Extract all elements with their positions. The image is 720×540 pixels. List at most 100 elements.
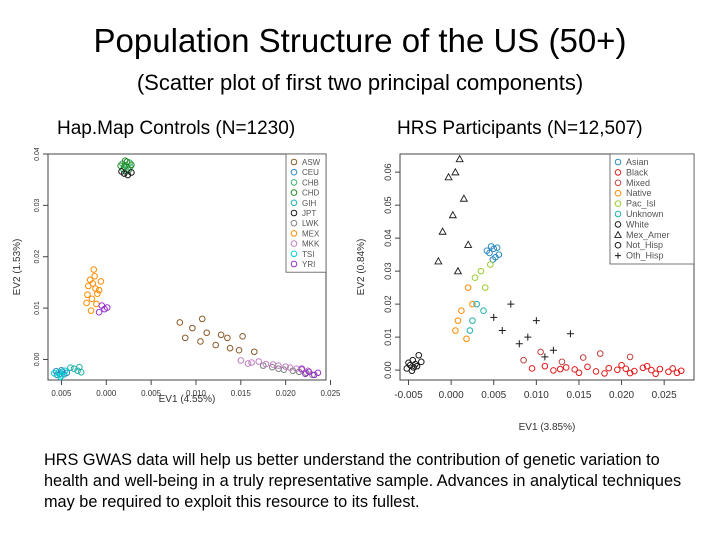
data-point-black [541,362,549,370]
data-point-ceu [63,369,71,377]
data-point-jpt [118,168,125,175]
legend-marker [614,200,622,207]
data-point-pac-isl [471,274,479,282]
legend-marker [290,240,298,247]
legend-box [609,153,695,265]
y-tick-label: 0.06 [383,163,393,181]
data-point-asw [250,348,258,356]
data-point-mex-amer [464,240,473,248]
data-point-oth-hisp [549,346,557,354]
data-point-mex-amer [455,154,464,163]
y-axis-label: EV2 (1.53%) [12,239,23,296]
data-point-mkk [255,358,263,365]
x-tick-label: 0.005 [51,389,72,398]
x-tick-label: 0.020 [276,389,297,398]
data-point-yri [103,304,111,311]
data-point-unknown [473,300,480,308]
legend-label: Not_Hisp [626,240,663,250]
data-point-mkk [248,359,255,366]
data-point-not-hisp [409,356,417,364]
legend-label: MKK [302,240,320,249]
y-tick-label: 0.01 [34,301,41,315]
left-chart-title: Hap.Map Controls (N=1230) [57,118,296,139]
x-tick-label: 0.025 [652,390,677,401]
data-point-mixed [537,348,544,356]
data-point-chd [128,161,135,169]
data-point-yri [311,371,318,379]
x-tick-label: 0.025 [320,389,340,398]
legend-label: White [626,219,649,229]
data-point-mex [85,282,92,290]
legend-marker [614,158,622,166]
legend-marker [614,189,622,197]
legend-label: JPT [302,209,316,218]
legend-label: Native [626,188,652,198]
legend-label: GIH [302,199,316,208]
data-point-asw [176,319,184,326]
data-point-black [669,365,676,372]
data-point-mixed [520,356,527,364]
legend-label: CHB [302,178,319,187]
data-point-gih [74,367,81,375]
data-point-mex-amer [434,256,443,265]
data-point-yri [95,308,103,316]
legend-marker [614,210,622,218]
x-tick-label: -0.005 [394,390,423,401]
data-point-mkk [282,363,289,370]
x-tick-label: 0.005 [481,390,506,401]
legend-label: TSI [302,250,314,259]
data-point-mex-amer [451,167,460,176]
data-point-black [626,369,634,377]
data-point-asw [224,334,231,342]
data-point-white [410,364,417,371]
data-point-mex [86,276,94,284]
legend-marker [614,230,622,238]
data-point-black [605,364,613,372]
data-point-mex [84,291,91,299]
x-axis-label: EV1 (4.55%) [159,394,216,405]
data-point-mex-amer [444,172,453,181]
x-tick-label: 0.015 [566,390,591,401]
data-point-native [469,300,476,308]
data-point-tsi [50,370,58,377]
data-point-asw [226,344,234,352]
data-point-asian [495,251,503,258]
data-point-oth-hisp [532,317,540,325]
x-tick-label: 0.000 [439,390,464,401]
data-point-tsi [61,367,69,375]
data-point-mixed [558,358,566,366]
data-point-mex [83,299,90,307]
y-tick-label: 0.04 [34,148,41,161]
data-point-native [464,284,472,291]
y-tick-label: 0.05 [383,196,393,214]
y-tick-label: 0.03 [383,262,393,280]
legend-marker [290,219,298,227]
hrs-scatter-chart: -0.005 0.000 0.005 0.010 0.015 0.020 0.025 0.00… [356,153,695,433]
data-point-yri [314,369,322,377]
right-chart-title: HRS Participants (N=12,507) [397,118,643,139]
y-tick-label: 0.02 [34,250,41,264]
data-point-not-hisp [418,358,425,366]
data-point-black [601,370,608,377]
data-point-asian [489,256,497,263]
legend-marker [290,250,298,258]
data-point-pac-isl [481,284,489,291]
data-point-mex [95,286,103,294]
data-point-mixed [626,353,634,361]
data-point-asian [487,243,495,250]
x-tick-label: 0.015 [231,389,252,398]
slide-subtitle: (Scatter plot of first two principal com… [136,70,584,95]
data-point-asw [198,315,206,323]
data-point-mex [90,266,98,273]
legend-label: YRI [302,260,315,269]
data-point-oth-hisp [566,330,574,338]
data-point-oth-hisp [515,340,523,348]
data-point-asw [189,324,196,332]
data-point-jpt [128,169,135,176]
y-tick-label: 0.02 [383,295,393,313]
y-tick-label: 0.01 [383,328,393,346]
data-point-black [528,365,536,372]
data-point-mkk [286,364,294,371]
data-point-mixed [596,350,604,357]
